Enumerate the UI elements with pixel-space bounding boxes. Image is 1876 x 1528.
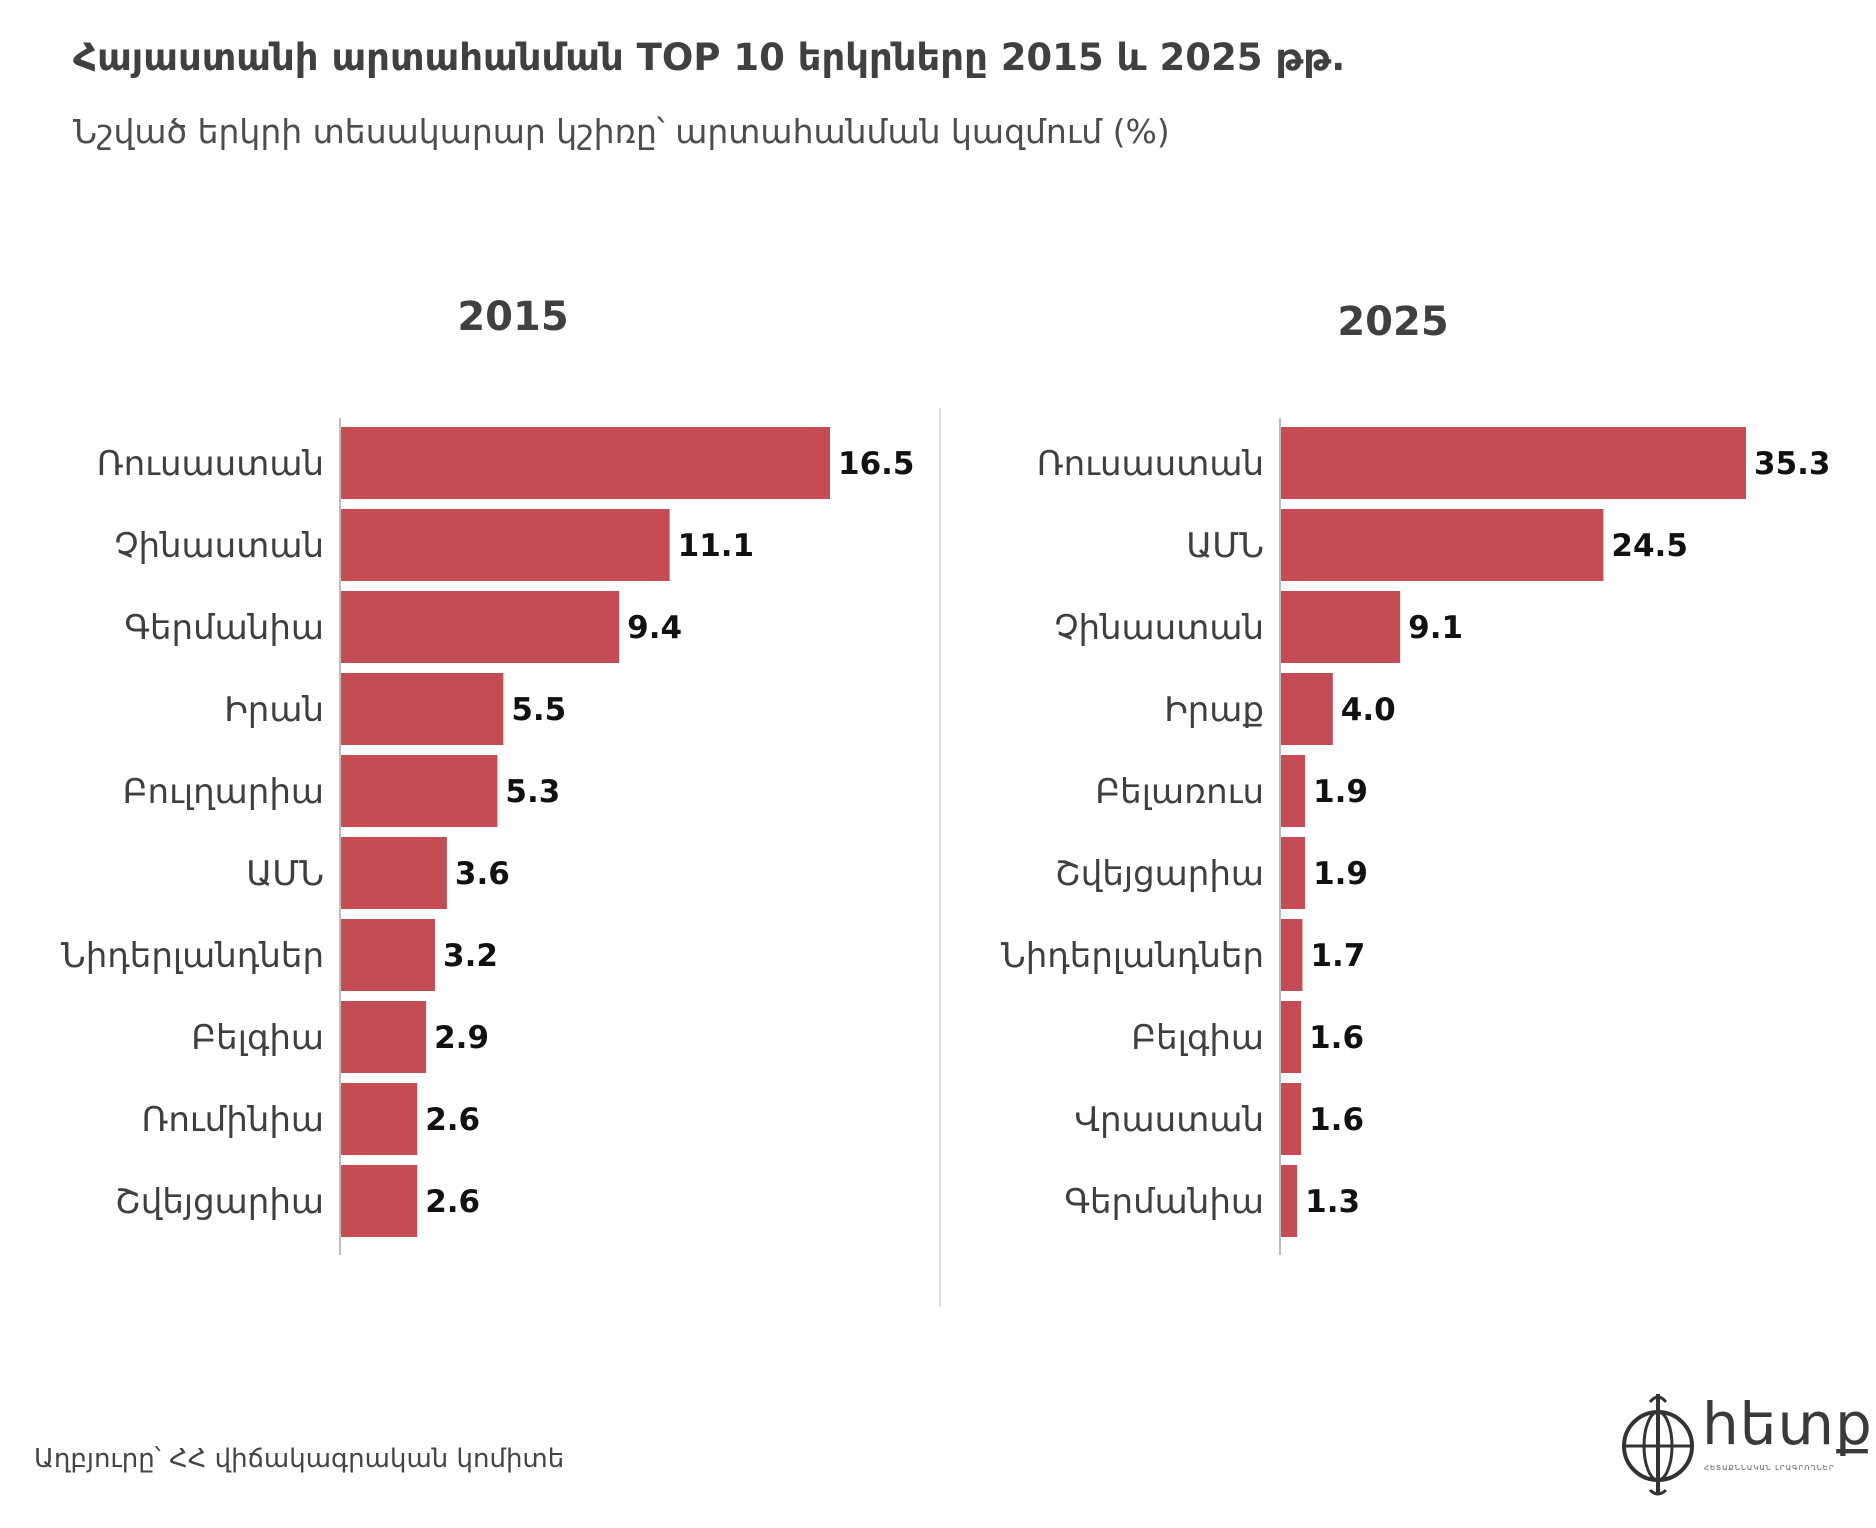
- data-label: 2.6: [425, 1102, 480, 1138]
- category-label: Ռուսաստան: [97, 444, 324, 484]
- category-label: Վրաստան: [1074, 1100, 1264, 1140]
- bar: [340, 1083, 418, 1155]
- bar: [340, 1001, 427, 1073]
- category-label: Շվեյցարիա: [115, 1182, 324, 1222]
- globe-icon: [1622, 1394, 1694, 1496]
- bar: [1280, 591, 1401, 663]
- bar: [340, 509, 670, 581]
- data-label: 3.6: [455, 856, 510, 892]
- bar: [340, 427, 830, 499]
- data-label: 11.1: [678, 528, 755, 564]
- category-label: Բելգիա: [191, 1018, 324, 1058]
- category-label: Բելգիա: [1131, 1018, 1264, 1058]
- data-label: 1.9: [1313, 774, 1368, 810]
- bar: [340, 591, 620, 663]
- data-label: 5.3: [505, 774, 560, 810]
- data-label: 4.0: [1341, 692, 1396, 728]
- category-label: ԱՄՆ: [1186, 526, 1264, 566]
- data-label: 3.2: [443, 938, 498, 974]
- category-label: Բուլղարիա: [123, 772, 324, 812]
- data-label: 1.6: [1309, 1102, 1364, 1138]
- bar: [1280, 755, 1306, 827]
- category-label: Ռումինիա: [141, 1100, 324, 1140]
- data-label: 9.4: [627, 610, 682, 646]
- logo-tagline: ՀԵՏԱՔՆՆԱԿԱՆ ԼՐԱԳՐՈՂՆԵՐ: [1704, 1464, 1835, 1472]
- data-label: 24.5: [1611, 528, 1688, 564]
- category-label: Նիդերլանդներ: [1001, 936, 1264, 976]
- category-label: Իրան: [224, 690, 324, 730]
- category-label: Շվեյցարիա: [1055, 854, 1264, 894]
- chart-subtitle: Նշված երկրի տեսակարար կշիռը՝ արտահանման …: [73, 112, 1170, 151]
- data-label: 9.1: [1408, 610, 1463, 646]
- data-label: 1.3: [1305, 1184, 1360, 1220]
- category-label: Բելառուս: [1095, 772, 1264, 812]
- bar: [340, 673, 504, 745]
- chart-2025: 2025 Ռուսաստան 35.3 ԱՄՆ 24.5 Չինաստան 9.1 Իրաք 4…: [1001, 299, 1831, 1255]
- category-label: Գերմանիա: [124, 608, 324, 648]
- bar: [1280, 1001, 1302, 1073]
- category-label: Իրաք: [1164, 690, 1264, 730]
- bar: [1280, 427, 1746, 499]
- bar: [1280, 1083, 1302, 1155]
- bar: [340, 1165, 418, 1237]
- bar: [340, 837, 447, 909]
- bar: [1280, 509, 1604, 581]
- data-label: 1.6: [1309, 1020, 1364, 1056]
- data-label: 16.5: [838, 446, 915, 482]
- category-label: Նիդերլանդներ: [61, 936, 324, 976]
- chart-title: Հայաստանի արտահանման TOP 10 երկրները 201…: [73, 36, 1346, 79]
- bar: [340, 919, 436, 991]
- bar: [1280, 1165, 1298, 1237]
- brand-logo: hետք ՀԵՏԱՔՆՆԱԿԱՆ ԼՐԱԳՐՈՂՆԵՐ: [1620, 1388, 1872, 1498]
- category-label: Չինաստան: [1054, 608, 1264, 648]
- category-label: Գերմանիա: [1064, 1182, 1264, 1222]
- data-label: 2.6: [425, 1184, 480, 1220]
- bar: [1280, 837, 1306, 909]
- chart-2015: 2015 Ռուսաստան 16.5 Չինաստան 11.1 Գերմանիա 9.4…: [61, 294, 915, 1255]
- category-label: Ռուսաստան: [1037, 444, 1264, 484]
- data-label: 35.3: [1754, 446, 1831, 482]
- data-label: 1.9: [1313, 856, 1368, 892]
- category-label: ԱՄՆ: [246, 854, 324, 894]
- bar: [1280, 673, 1333, 745]
- logo-text: hետք: [1702, 1390, 1873, 1458]
- data-label: 2.9: [434, 1020, 489, 1056]
- bar: [1280, 919, 1303, 991]
- data-label: 1.7: [1310, 938, 1365, 974]
- data-label: 5.5: [511, 692, 566, 728]
- chart-title-year: 2025: [1337, 299, 1448, 345]
- bar: [340, 755, 498, 827]
- category-label: Չինաստան: [114, 526, 324, 566]
- source-note: Աղբյուրը՝ ՀՀ վիճակագրական կոմիտե: [34, 1444, 565, 1474]
- chart-title-year: 2015: [457, 294, 568, 340]
